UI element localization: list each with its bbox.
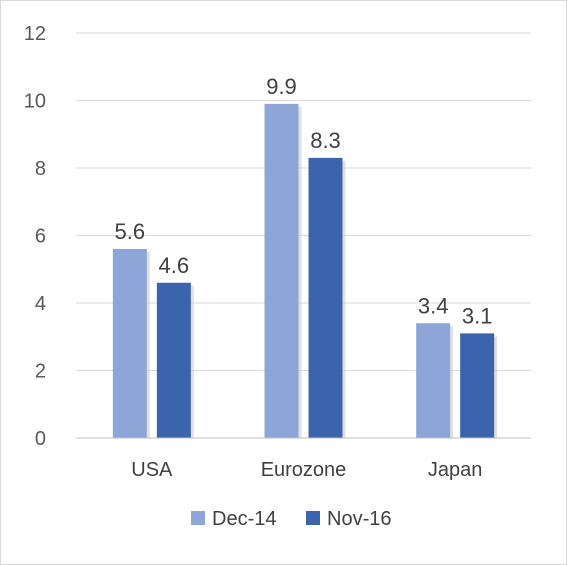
x-tick-label: USA bbox=[131, 459, 173, 481]
legend-swatch bbox=[191, 511, 205, 525]
data-label: 5.6 bbox=[115, 219, 146, 244]
data-label: 4.6 bbox=[159, 253, 190, 278]
y-tick-label: 12 bbox=[24, 23, 46, 45]
y-tick-label: 2 bbox=[35, 361, 46, 383]
data-label: 8.3 bbox=[310, 128, 341, 153]
bar[interactable] bbox=[416, 323, 451, 438]
data-label: 3.1 bbox=[462, 303, 493, 328]
legend[interactable]: Dec-14 Nov-16 bbox=[191, 508, 391, 530]
bar[interactable] bbox=[156, 282, 191, 438]
x-tick-label: Japan bbox=[428, 459, 483, 481]
bar[interactable] bbox=[264, 103, 299, 438]
legend-label: Dec-14 bbox=[212, 508, 276, 530]
y-tick-label: 6 bbox=[35, 226, 46, 248]
gridlines bbox=[76, 32, 531, 371]
bar[interactable] bbox=[112, 249, 147, 438]
y-tick-label: 0 bbox=[35, 428, 46, 450]
y-tick-label: 8 bbox=[35, 158, 46, 180]
legend-label: Nov-16 bbox=[327, 508, 391, 530]
data-label: 9.9 bbox=[266, 74, 297, 99]
bars bbox=[112, 103, 498, 438]
bar[interactable] bbox=[460, 333, 495, 438]
bar[interactable] bbox=[308, 157, 343, 438]
x-tick-label: Eurozone bbox=[261, 459, 347, 481]
legend-swatch bbox=[306, 511, 320, 525]
y-tick-label: 4 bbox=[35, 293, 46, 315]
data-label: 3.4 bbox=[418, 293, 449, 318]
axes: 0 2 4 6 8 10 12 USA Eurozone Japan bbox=[24, 23, 531, 481]
data-labels: 5.6 4.6 9.9 8.3 3.4 3.1 bbox=[115, 74, 493, 329]
y-tick-label: 10 bbox=[24, 91, 46, 113]
